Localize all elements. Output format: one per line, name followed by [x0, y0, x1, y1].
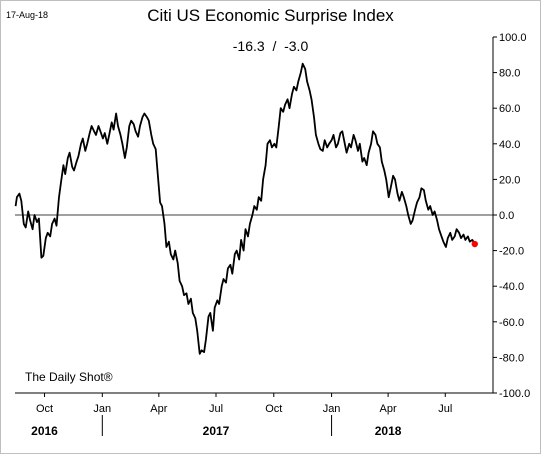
- x-tick-label: Jul: [438, 403, 452, 415]
- year-label: 2017: [203, 424, 230, 438]
- y-tick-label: 20.0: [499, 174, 520, 186]
- chart-subtitle: -16.3 / -3.0: [232, 38, 309, 54]
- y-tick-label: -100.0: [499, 388, 530, 400]
- y-tick-label: 80.0: [499, 68, 520, 80]
- y-tick-label: -60.0: [499, 317, 524, 329]
- x-tick-label: Jan: [323, 403, 341, 415]
- credit-label: The Daily Shot®: [25, 370, 113, 384]
- last-point-marker: [471, 240, 478, 248]
- y-tick-label: -40.0: [499, 281, 524, 293]
- x-tick-label: Jul: [209, 403, 223, 415]
- x-tick-label: Apr: [380, 403, 397, 415]
- chart-title: Citi US Economic Surprise Index: [147, 6, 394, 25]
- y-tick-label: 100.0: [499, 32, 527, 44]
- y-tick-label: 60.0: [499, 103, 520, 115]
- x-tick-label: Oct: [265, 403, 282, 415]
- year-label: 2018: [375, 424, 402, 438]
- date-label: 17-Aug-18: [6, 10, 49, 20]
- y-tick-label: 0.0: [499, 210, 514, 222]
- x-tick-label: Jan: [93, 403, 111, 415]
- year-label: 2016: [31, 424, 58, 438]
- series-line: [14, 62, 476, 355]
- y-tick-label: 40.0: [499, 139, 520, 151]
- y-tick-label: -20.0: [499, 246, 524, 258]
- x-tick-label: Oct: [36, 403, 53, 415]
- x-tick-label: Apr: [150, 403, 167, 415]
- y-tick-label: -80.0: [499, 352, 524, 364]
